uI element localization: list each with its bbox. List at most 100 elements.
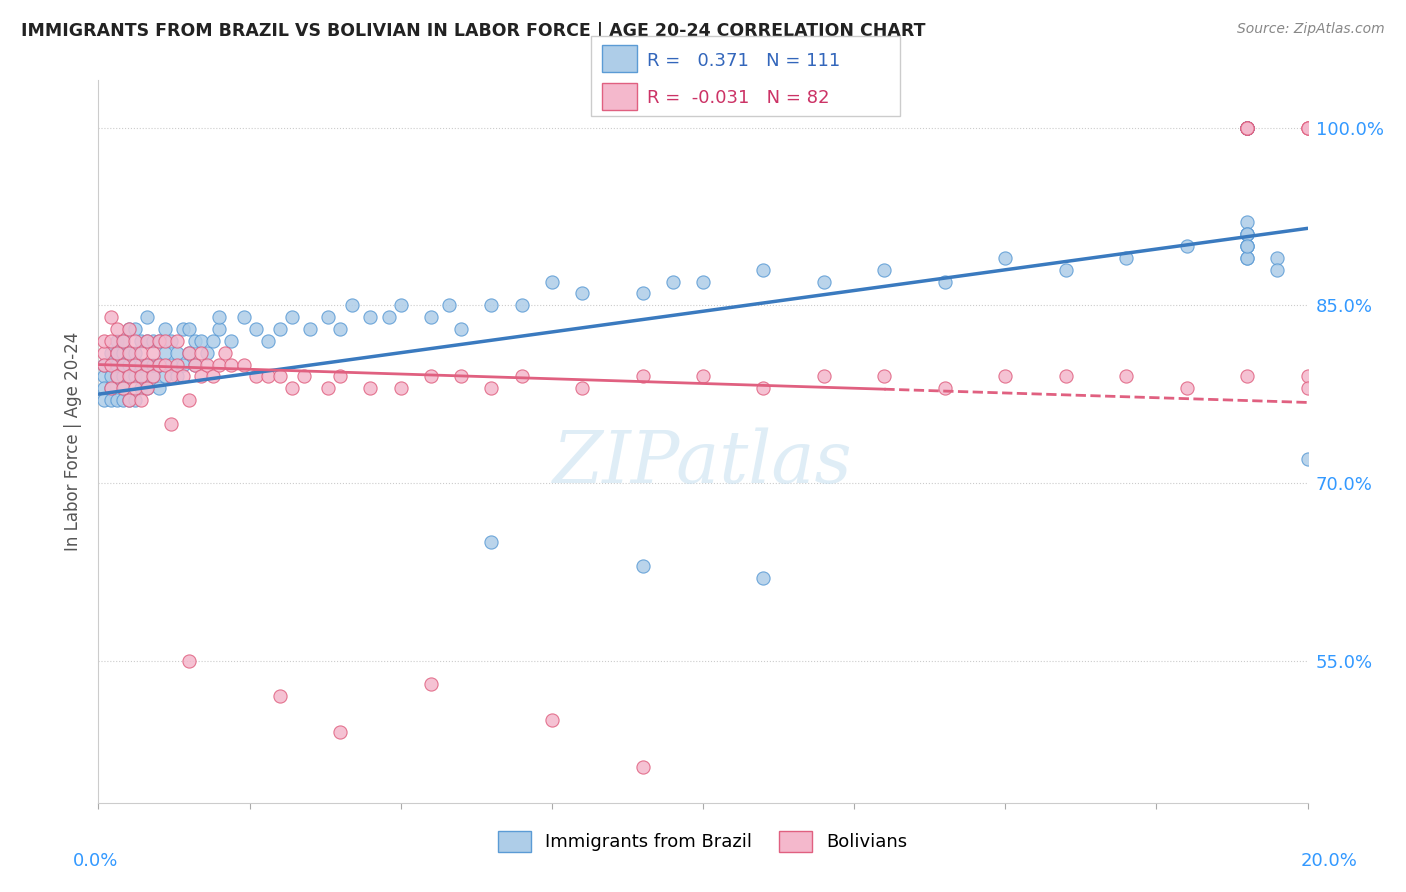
Point xyxy=(124,334,146,348)
Point xyxy=(100,369,122,384)
Point xyxy=(450,369,472,384)
Point xyxy=(148,334,170,348)
Point xyxy=(118,393,141,408)
Point xyxy=(190,334,212,348)
Point xyxy=(100,381,122,395)
Point xyxy=(184,334,207,348)
Point xyxy=(1296,120,1319,135)
Point xyxy=(105,345,128,359)
Point xyxy=(111,345,134,359)
Point xyxy=(124,369,146,384)
Point xyxy=(202,369,225,384)
Point xyxy=(752,571,775,585)
Point xyxy=(118,345,141,359)
Point xyxy=(360,310,382,325)
Point xyxy=(661,275,683,289)
Point xyxy=(100,358,122,372)
Point xyxy=(1296,369,1319,384)
Point xyxy=(184,358,207,372)
Point xyxy=(245,322,267,336)
Point xyxy=(1236,369,1258,384)
Point xyxy=(142,358,165,372)
Point xyxy=(153,322,176,336)
Point xyxy=(105,358,128,372)
Point xyxy=(232,310,254,325)
Point xyxy=(118,345,141,359)
Point xyxy=(124,393,146,408)
Point xyxy=(256,334,278,348)
Point xyxy=(160,334,183,348)
Point xyxy=(118,393,141,408)
Point xyxy=(124,345,146,359)
Point xyxy=(100,393,122,408)
Point xyxy=(481,298,503,312)
Text: IMMIGRANTS FROM BRAZIL VS BOLIVIAN IN LABOR FORCE | AGE 20-24 CORRELATION CHART: IMMIGRANTS FROM BRAZIL VS BOLIVIAN IN LA… xyxy=(21,22,925,40)
Point xyxy=(1236,120,1258,135)
Point xyxy=(221,334,243,348)
Point xyxy=(166,345,188,359)
Text: R =  -0.031   N = 82: R = -0.031 N = 82 xyxy=(647,89,830,107)
Point xyxy=(190,345,212,359)
Point xyxy=(118,322,141,336)
Point xyxy=(437,298,460,312)
Point xyxy=(100,334,122,348)
Point xyxy=(631,760,654,774)
Point xyxy=(420,310,443,325)
Point xyxy=(1236,120,1258,135)
Point xyxy=(256,369,278,384)
Point xyxy=(420,677,443,691)
Point xyxy=(510,298,533,312)
Point xyxy=(202,334,225,348)
Point xyxy=(93,381,115,395)
Point xyxy=(179,654,201,668)
Point xyxy=(1236,120,1258,135)
Point xyxy=(93,358,115,372)
Point xyxy=(179,345,201,359)
Point xyxy=(1236,251,1258,265)
Point xyxy=(184,358,207,372)
Point xyxy=(1236,227,1258,242)
Point xyxy=(631,286,654,301)
Point xyxy=(450,322,472,336)
Point xyxy=(160,358,183,372)
Point xyxy=(934,275,956,289)
Point xyxy=(281,381,304,395)
Text: Source: ZipAtlas.com: Source: ZipAtlas.com xyxy=(1237,22,1385,37)
Point xyxy=(100,358,122,372)
Point xyxy=(1236,120,1258,135)
Point xyxy=(100,310,122,325)
Point xyxy=(1296,381,1319,395)
Point xyxy=(1236,120,1258,135)
Point xyxy=(1236,120,1258,135)
Point xyxy=(135,358,157,372)
Point xyxy=(153,345,176,359)
Point xyxy=(129,345,152,359)
Point xyxy=(195,358,218,372)
Point xyxy=(160,417,183,431)
Point xyxy=(481,535,503,549)
Point xyxy=(135,334,157,348)
Point xyxy=(148,358,170,372)
Point xyxy=(172,358,194,372)
Point xyxy=(377,310,399,325)
Point xyxy=(179,322,201,336)
Point xyxy=(111,381,134,395)
Point xyxy=(142,334,165,348)
Point xyxy=(179,393,201,408)
Point xyxy=(994,251,1017,265)
Point xyxy=(111,334,134,348)
Point xyxy=(208,322,231,336)
Point xyxy=(232,358,254,372)
Point xyxy=(1236,120,1258,135)
Point xyxy=(93,334,115,348)
Point xyxy=(1236,120,1258,135)
Point xyxy=(118,358,141,372)
Point xyxy=(269,689,291,703)
Point xyxy=(105,393,128,408)
Text: 20.0%: 20.0% xyxy=(1301,852,1357,870)
Point xyxy=(172,369,194,384)
Point xyxy=(631,558,654,573)
Point xyxy=(692,369,714,384)
Point xyxy=(135,358,157,372)
Point xyxy=(105,369,128,384)
